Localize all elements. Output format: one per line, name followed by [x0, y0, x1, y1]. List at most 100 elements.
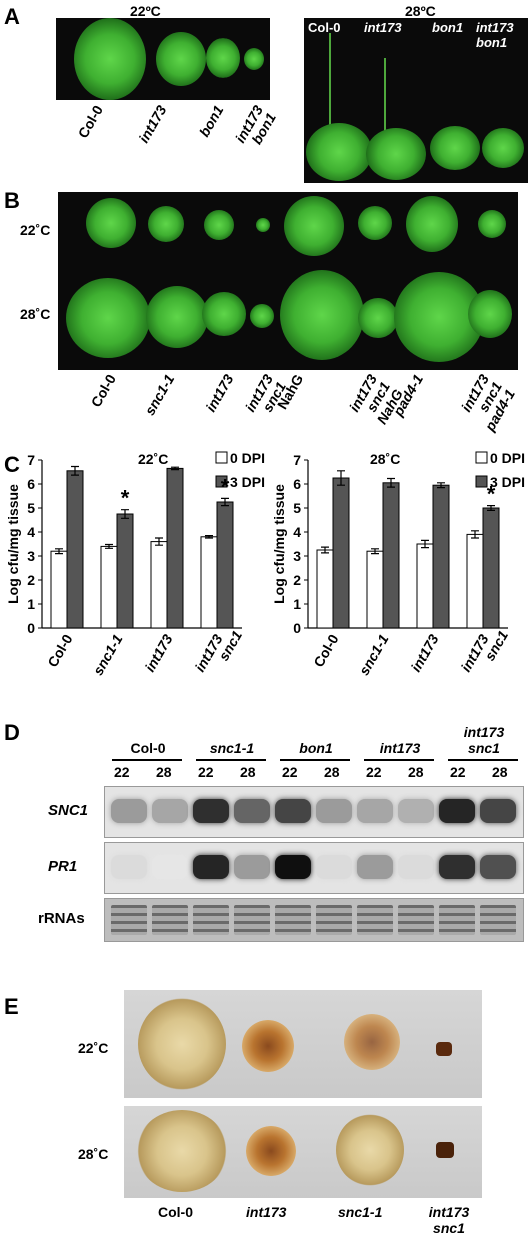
- blot-group-underline-2: [280, 759, 350, 761]
- chart-0-errorbar-0-1: [105, 543, 113, 549]
- plant-b-28-3: [202, 292, 246, 336]
- plant-b-22-6: [358, 206, 392, 240]
- plant-bon1-22: [206, 38, 240, 78]
- stain-int173-28: [246, 1126, 296, 1176]
- blot-band-0-6: [357, 799, 393, 823]
- chart-1-errorbar-0-0: [321, 546, 329, 554]
- blot-band-2-5: [316, 905, 352, 935]
- chart-1-ytick-label-3: 3: [293, 548, 301, 564]
- chart-0-annotation-0: *: [121, 486, 130, 511]
- chart-0-legend-label-1: 3 DPI: [230, 474, 265, 490]
- chart-1-legend-swatch-0: [475, 451, 488, 464]
- panel-a-photo-22: [56, 18, 270, 100]
- chart-1-ytick-label-7: 7: [293, 452, 301, 468]
- chart-1-legend-label-0: 0 DPI: [490, 450, 525, 466]
- bolt-stem-int173: [384, 58, 386, 138]
- panel-label-e: E: [4, 994, 19, 1019]
- plant-int173-28: [366, 128, 426, 180]
- panel-b-row-label-28: 28˚C: [20, 306, 51, 322]
- blot-lane-temp-1-1: 28: [240, 764, 256, 780]
- panel-a-left-genotype-3: bon1: [195, 102, 226, 140]
- panel-e-genotype-2: int173: [246, 1204, 287, 1220]
- chart-1-bar-1-0: [332, 477, 350, 629]
- panel-e-genotype-3: snc1-1: [338, 1204, 383, 1220]
- panel-e-genotype-1: Col-0: [158, 1204, 193, 1220]
- blot-band-1-4: [275, 855, 311, 879]
- blot-band-1-3: [234, 855, 270, 879]
- plant-b-22-7: [406, 196, 458, 252]
- blot-group-3: int173: [379, 740, 421, 756]
- stain-int173snc1-22: [436, 1042, 452, 1056]
- chart-0-ytick-label-7: 7: [27, 452, 35, 468]
- chart-0-category-label-0: Col-0: [44, 631, 75, 669]
- chart-1-errorbar-1-2: [437, 482, 445, 489]
- panel-label-a: A: [4, 4, 20, 29]
- chart-0-bar-1-2: [166, 467, 184, 629]
- blot-membrane-0: [104, 786, 524, 838]
- plant-b-28-2: [146, 286, 208, 348]
- chart-0-title: 22˚C: [138, 451, 168, 467]
- panel-b-genotype-2: snc1-1: [140, 371, 177, 418]
- blot-group-underline-1: [196, 759, 266, 761]
- blot-band-0-3: [234, 799, 270, 823]
- chart-1-bar-0-1: [366, 550, 384, 629]
- panel-b-genotype-8: int173 snc1 pad4-1: [457, 371, 518, 434]
- stain-int173snc1-28: [436, 1142, 454, 1158]
- chart-1-errorbar-1-0: [337, 470, 345, 486]
- stain-snc1-28: [336, 1114, 404, 1186]
- blot-band-0-4: [275, 799, 311, 823]
- chart-0-category-label-2: int173: [142, 631, 176, 674]
- chart-0-errorbar-0-3: [205, 535, 213, 539]
- chart-1-legend-swatch-1: [475, 475, 488, 488]
- chart-1-errorbar-0-2: [421, 539, 429, 549]
- panel-b-genotype-3: int173: [201, 371, 236, 415]
- stain-colo-28: [136, 1110, 228, 1192]
- plant-b-22-4: [256, 218, 270, 232]
- panel-a-left-genotype-4: int173 bon1: [231, 102, 279, 147]
- plant-int173bon1-22: [244, 48, 264, 70]
- chart-1-title: 28˚C: [370, 451, 400, 467]
- chart-1-bar-0-3: [466, 533, 484, 629]
- panel-a-right-genotype-2: int173: [364, 20, 402, 35]
- blot-band-2-3: [234, 905, 270, 935]
- panel-a-left-genotype-2: int173: [134, 102, 169, 146]
- panel-a-left-genotype-1: Col-0: [74, 102, 106, 141]
- chart-0-bar-1-3: [216, 501, 234, 629]
- chart-0-bar-0-1: [100, 545, 118, 629]
- chart-1-category-label-1: snc1-1: [356, 631, 392, 678]
- chart-1-bar-1-2: [432, 484, 450, 629]
- plant-b-22-5: [284, 196, 344, 256]
- chart-1-ylabel: Log cfu/mg tissue: [271, 484, 287, 604]
- chart-0-bar-1-1: [116, 513, 134, 629]
- blot-band-2-0: [111, 905, 147, 935]
- panel-b-genotype-1: Col-0: [87, 371, 119, 410]
- chart-0-bar-1-0: [66, 470, 84, 629]
- blot-band-2-7: [398, 905, 434, 935]
- blot-band-2-9: [480, 905, 516, 935]
- plant-b-28-1: [66, 278, 150, 358]
- chart-1-ytick-label-6: 6: [293, 476, 301, 492]
- blot-group-underline-3: [364, 759, 434, 761]
- chart-1-bar-1-1: [382, 482, 400, 629]
- panel-e-genotype-4: int173 snc1: [428, 1204, 470, 1236]
- plant-b-28-8: [468, 290, 512, 338]
- blot-lane-temp-4-0: 22: [450, 764, 466, 780]
- chart-0-bar-0-2: [150, 541, 168, 629]
- chart-0-category-label-1: snc1-1: [90, 631, 126, 678]
- blot-lane-temp-2-0: 22: [282, 764, 298, 780]
- blot-lane-temp-0-0: 22: [114, 764, 130, 780]
- blot-lane-temp-3-0: 22: [366, 764, 382, 780]
- plant-b-22-2: [148, 206, 184, 242]
- chart-1-ytick-label-1: 1: [293, 596, 301, 612]
- chart-0-errorbar-1-3: [221, 497, 229, 507]
- blot-band-1-1: [152, 855, 188, 879]
- blot-band-2-2: [193, 905, 229, 935]
- blot-band-0-9: [480, 799, 516, 823]
- chart-0-ytick-label-5: 5: [27, 500, 35, 516]
- chart-0-bar-0-0: [50, 550, 68, 629]
- blot-band-2-8: [439, 905, 475, 935]
- blot-group-underline-0: [112, 759, 182, 761]
- bar-chart-28c: Log cfu/mg tissue 0 1 2 3 4 5 6 7 28˚C 0 DPI 3 DPI C…: [271, 450, 525, 678]
- blot-group-underline-4: [448, 759, 518, 761]
- chart-1-errorbar-0-3: [471, 530, 479, 539]
